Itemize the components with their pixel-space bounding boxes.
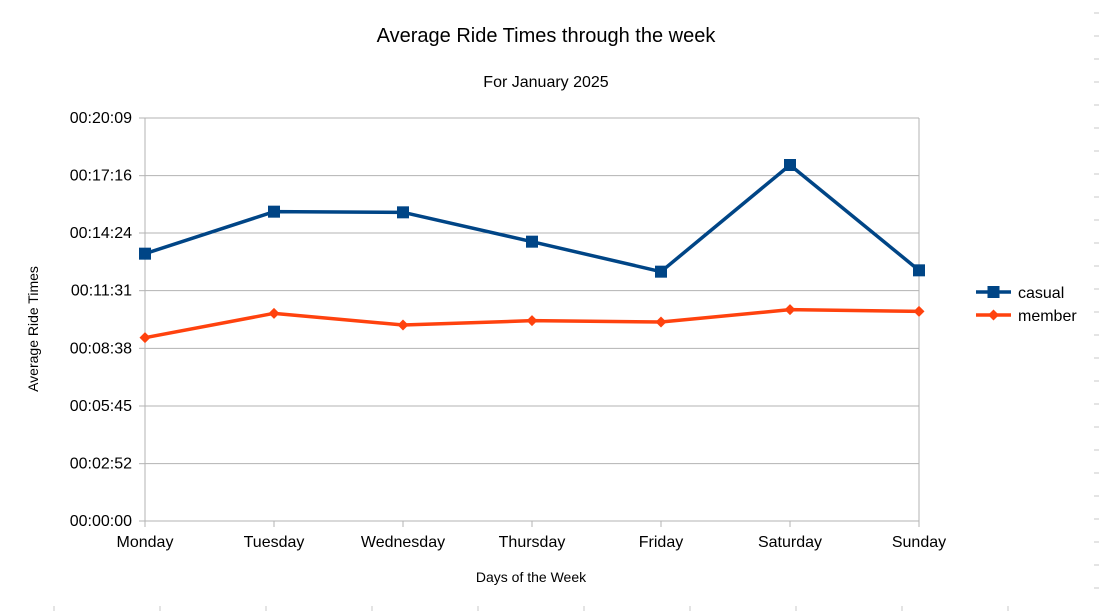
y-tick-label: 00:00:00 — [70, 513, 132, 530]
chart-subtitle: For January 2025 — [483, 74, 609, 91]
y-tick-label: 00:17:16 — [70, 168, 132, 185]
data-point-square — [655, 265, 667, 278]
data-point-square — [139, 247, 151, 260]
x-tick-label: Tuesday — [244, 534, 305, 551]
x-axis-title: Days of the Week — [476, 569, 587, 585]
y-tick-label: 00:02:52 — [70, 456, 132, 473]
data-point-square — [526, 235, 538, 248]
y-tick-label: 00:14:24 — [70, 225, 132, 242]
x-tick-label: Wednesday — [361, 534, 445, 551]
y-tick-label: 00:20:09 — [70, 110, 132, 127]
data-point-square — [784, 159, 796, 171]
legend-item-member: member — [976, 308, 1077, 325]
x-tick-label: Saturday — [758, 534, 822, 551]
plot-area: 00:00:00 00:02:52 00:05:45 00:08:38 00:11:31… — [70, 110, 946, 551]
data-point-diamond — [268, 307, 280, 319]
chart-title: Average Ride Times through the week — [377, 25, 717, 47]
data-point-square — [268, 205, 280, 218]
data-point-square — [397, 206, 409, 219]
y-axis-title: Average Ride Times — [25, 266, 41, 392]
legend: casual member — [976, 285, 1077, 325]
x-tick-label: Thursday — [499, 534, 566, 551]
data-point-diamond — [139, 332, 151, 344]
legend-label: member — [1018, 308, 1077, 325]
data-point-square — [987, 286, 1000, 298]
series-member — [139, 304, 925, 344]
legend-item-casual: casual — [976, 285, 1064, 302]
data-point-diamond — [784, 304, 796, 316]
legend-label: casual — [1018, 285, 1064, 302]
x-tick-label: Monday — [117, 534, 174, 551]
data-point-diamond — [526, 315, 538, 327]
x-tick-label: Friday — [639, 534, 683, 551]
data-point-diamond — [655, 316, 667, 328]
y-tick-label: 00:08:38 — [70, 340, 132, 357]
x-tick-label: Sunday — [892, 534, 946, 551]
data-point-square — [913, 264, 925, 277]
series-casual — [139, 159, 925, 278]
data-point-diamond — [913, 305, 925, 317]
y-tick-label: 00:11:31 — [71, 283, 132, 300]
data-point-diamond — [988, 309, 999, 321]
y-tick-label: 00:05:45 — [70, 398, 132, 415]
spreadsheet-cell-markers — [53, 12, 1099, 611]
series-line-casual — [144, 163, 921, 274]
data-point-diamond — [397, 319, 409, 331]
